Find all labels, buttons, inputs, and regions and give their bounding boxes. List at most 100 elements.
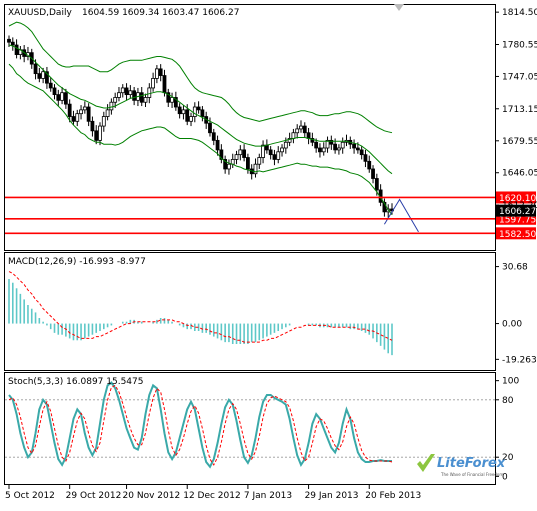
candle-body [272, 154, 277, 160]
candle-body [151, 78, 155, 89]
scroll-marker-icon[interactable] [394, 4, 404, 11]
candle [253, 158, 258, 178]
candle [192, 102, 197, 123]
candle-body [238, 149, 243, 156]
macd-y-tick-label: 30.68 [502, 263, 528, 273]
candle [75, 109, 80, 127]
candle-body [132, 90, 137, 101]
candle-body [371, 168, 375, 179]
candle [139, 86, 144, 107]
candle-body [295, 128, 300, 134]
candle [382, 198, 387, 217]
current-price-text: 1606.27 [499, 207, 536, 217]
candle-body [120, 87, 125, 94]
x-tick-label: 29 Jan 2013 [305, 491, 359, 501]
stoch-y-tick-label: 20 [502, 453, 514, 463]
candle-body [306, 132, 311, 139]
candle [352, 139, 356, 154]
candle [67, 99, 72, 123]
candle-body [302, 125, 307, 134]
x-tick-label: 7 Jan 2013 [244, 491, 292, 501]
stoch-title: Stoch(5,3,3) 16.0897 15.5475 [8, 377, 143, 387]
candle [10, 37, 15, 51]
candle [82, 101, 87, 114]
candle [101, 111, 106, 132]
bollinger-middle-line [8, 44, 393, 175]
bollinger-lower-line [8, 63, 393, 216]
candle-body [215, 139, 220, 151]
candle [295, 124, 300, 139]
bollinger-upper-line [8, 21, 393, 134]
candle-body [71, 116, 76, 122]
candle-body [200, 109, 205, 117]
candle [124, 83, 129, 101]
candle [60, 86, 64, 105]
candle [302, 122, 307, 138]
candle [272, 149, 277, 166]
candle-body [280, 147, 284, 153]
candle [257, 153, 262, 169]
candle [117, 86, 121, 102]
candle [234, 150, 239, 165]
candle [37, 67, 42, 83]
price-panel-frame [4, 4, 496, 251]
candle-body [234, 154, 239, 160]
candle-body [268, 149, 273, 156]
candle-body [128, 90, 133, 96]
stoch-panel-frame [4, 372, 496, 485]
candle-body [325, 139, 330, 149]
candle [189, 112, 193, 127]
candle [154, 65, 159, 84]
candle-body [117, 92, 121, 98]
level-label: 1582.50 [496, 227, 536, 240]
candle [340, 137, 345, 154]
candle [105, 104, 110, 121]
candle [52, 84, 57, 100]
level-label-text: 1582.50 [499, 230, 536, 240]
candle [181, 105, 186, 120]
chart-title: XAUUSD,Daily [8, 8, 72, 18]
level-label-bg [496, 227, 536, 240]
candle-body [355, 147, 360, 151]
candle-body [173, 97, 178, 108]
candle [299, 120, 303, 133]
candle [147, 83, 152, 104]
price-y-tick-label: 1713.15 [502, 105, 537, 115]
candle [143, 93, 148, 108]
candle [173, 91, 178, 111]
candle-body [196, 106, 201, 111]
candle [48, 77, 53, 92]
candle [367, 155, 372, 173]
candle [71, 110, 76, 126]
x-tick-label: 20 Nov 2012 [123, 491, 181, 501]
candle-body [124, 87, 129, 96]
candle-body [139, 92, 144, 103]
x-tick-label: 20 Feb 2013 [365, 491, 421, 501]
candle-body [374, 178, 379, 191]
candle-body [337, 147, 341, 151]
macd-y-tick-label: -19.263 [502, 355, 537, 365]
candle [113, 92, 118, 108]
candle [63, 88, 68, 109]
candle-body [94, 130, 99, 141]
candle [238, 145, 243, 161]
candle-body [329, 139, 334, 145]
candle-body [7, 38, 11, 43]
candle [158, 64, 163, 82]
candle [227, 159, 231, 175]
candle-body [37, 73, 42, 79]
candle-body [211, 132, 216, 141]
candle-body [382, 201, 387, 213]
candle-body [208, 122, 212, 134]
candle-body [321, 147, 326, 153]
stoch-y-tick-label: 80 [502, 396, 514, 406]
candle [363, 149, 368, 168]
candle [128, 85, 133, 99]
candle-body [41, 71, 46, 79]
price-y-tick-label: 1612.20 [502, 201, 537, 211]
candle [329, 135, 334, 150]
candle-body [340, 141, 345, 149]
candle-body [52, 87, 57, 96]
candle [94, 125, 99, 145]
